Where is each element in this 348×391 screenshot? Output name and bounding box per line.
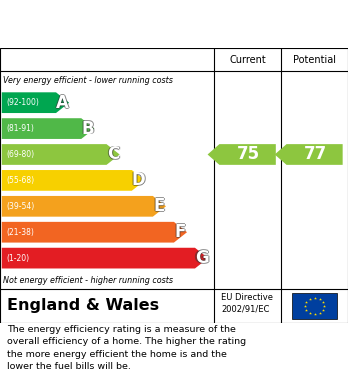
Polygon shape <box>2 92 69 113</box>
Text: (1-20): (1-20) <box>6 254 29 263</box>
Text: E: E <box>153 197 164 215</box>
Text: (92-100): (92-100) <box>6 98 39 107</box>
Text: (69-80): (69-80) <box>6 150 34 159</box>
Polygon shape <box>2 118 94 139</box>
Text: Potential: Potential <box>293 55 336 65</box>
Text: B: B <box>81 120 94 138</box>
Text: G: G <box>195 250 208 268</box>
Text: A: A <box>56 95 69 113</box>
Polygon shape <box>2 248 208 269</box>
Polygon shape <box>2 222 187 242</box>
Text: G: G <box>195 248 208 266</box>
Polygon shape <box>208 144 276 165</box>
Text: D: D <box>130 171 144 189</box>
Text: C: C <box>107 145 119 163</box>
Text: D: D <box>132 172 145 190</box>
Text: C: C <box>107 146 119 164</box>
Text: B: B <box>81 119 94 137</box>
Text: B: B <box>81 120 94 138</box>
Text: C: C <box>108 145 120 163</box>
Polygon shape <box>2 144 120 165</box>
Text: G: G <box>196 249 209 267</box>
Text: B: B <box>80 120 93 138</box>
Text: Not energy efficient - higher running costs: Not energy efficient - higher running co… <box>3 276 174 285</box>
Text: Current: Current <box>229 55 266 65</box>
Text: E: E <box>154 197 165 215</box>
Text: F: F <box>174 223 185 241</box>
Text: A: A <box>56 93 69 111</box>
Text: D: D <box>132 170 145 188</box>
Text: 75: 75 <box>237 145 260 163</box>
Polygon shape <box>2 196 166 217</box>
Text: Very energy efficient - lower running costs: Very energy efficient - lower running co… <box>3 76 173 85</box>
Bar <box>292 293 337 319</box>
Text: F: F <box>175 222 186 240</box>
Text: (55-68): (55-68) <box>6 176 34 185</box>
Text: C: C <box>107 145 119 163</box>
Text: G: G <box>193 249 207 267</box>
Text: E: E <box>154 198 165 216</box>
Text: 77: 77 <box>304 145 327 163</box>
Text: EU Directive
2002/91/EC: EU Directive 2002/91/EC <box>221 293 273 314</box>
Text: F: F <box>175 224 186 242</box>
Text: Energy Efficiency Rating: Energy Efficiency Rating <box>10 16 232 31</box>
Text: C: C <box>106 145 118 163</box>
Text: E: E <box>154 197 165 215</box>
Polygon shape <box>275 144 343 165</box>
Text: (81-91): (81-91) <box>6 124 34 133</box>
Text: D: D <box>132 171 145 189</box>
Text: B: B <box>82 120 95 138</box>
Text: F: F <box>175 223 186 241</box>
Text: F: F <box>176 223 187 241</box>
Text: E: E <box>155 197 166 215</box>
Text: (21-38): (21-38) <box>6 228 34 237</box>
Polygon shape <box>2 170 145 191</box>
Text: A: A <box>56 94 69 112</box>
Text: (39-54): (39-54) <box>6 202 34 211</box>
Text: A: A <box>55 94 68 112</box>
Text: D: D <box>133 171 146 189</box>
Text: England & Wales: England & Wales <box>7 298 159 314</box>
Text: G: G <box>195 249 208 267</box>
Text: A: A <box>57 94 70 112</box>
Text: The energy efficiency rating is a measure of the
overall efficiency of a home. T: The energy efficiency rating is a measur… <box>7 325 246 371</box>
